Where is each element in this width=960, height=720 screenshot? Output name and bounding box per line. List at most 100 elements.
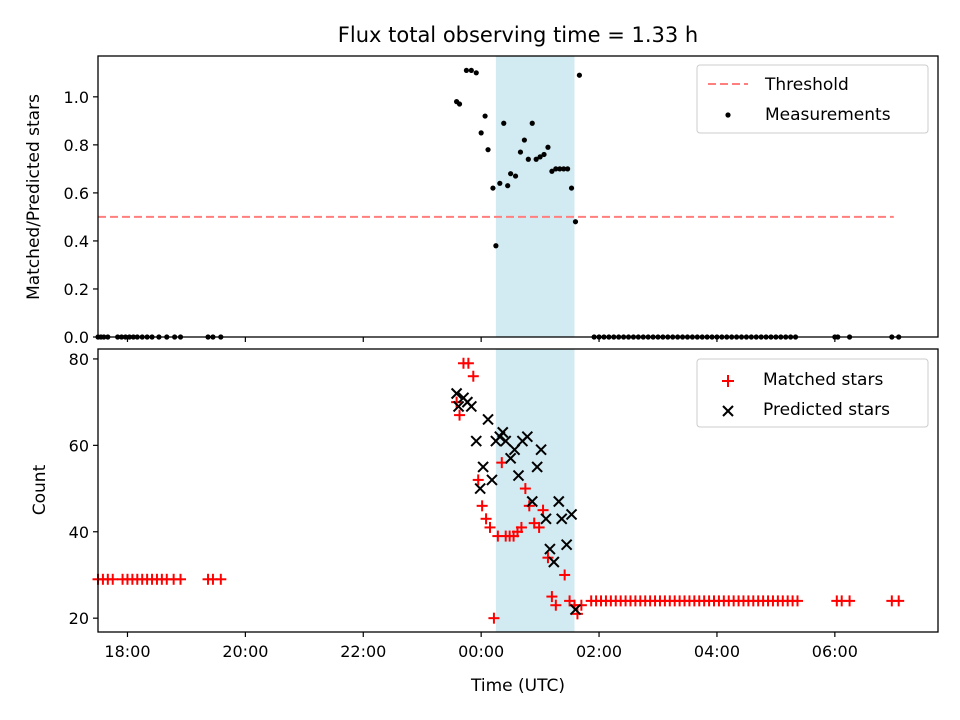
x-axis-label: Time (UTC) [470, 676, 565, 696]
bottom-y-tick-label: 20 [69, 609, 89, 628]
matched-star-point [550, 599, 562, 611]
matched-star-point [533, 521, 545, 533]
predicted-star-point [544, 543, 556, 555]
legend-measurements-label: Measurements [765, 105, 891, 125]
matched-star-point [519, 483, 531, 495]
measurement-point [537, 154, 543, 160]
top-y-tick-label: 0.2 [64, 280, 89, 299]
measurement-point [525, 156, 531, 162]
matched-star-point [107, 573, 119, 585]
measurement-point [557, 166, 563, 172]
measurement-point [561, 166, 567, 172]
bottom-observing-span [495, 349, 575, 632]
matched-star-point [893, 595, 905, 607]
predicted-star-point [560, 539, 573, 551]
matched-star-point [559, 569, 571, 581]
bottom-x-ticks: 18:00 20:00 22:00 00:00 02:00 04:00 06:00 [104, 632, 858, 661]
measurement-point [545, 144, 551, 150]
predicted-star-point [504, 452, 517, 465]
top-legend: Threshold Measurements [696, 64, 929, 134]
measurement-point [576, 72, 583, 78]
predicted-star-point [512, 469, 525, 482]
top-panel: 0.0 0.2 0.4 0.6 0.8 1.0 Matched/Predicted sta… [24, 55, 939, 347]
matched-star-point [792, 595, 804, 607]
measurement-point [473, 70, 479, 76]
predicted-star-point [531, 461, 543, 473]
measurement-point [490, 185, 496, 191]
measurement-point [517, 149, 524, 155]
matched-star-point [476, 500, 488, 512]
predicted-star-point [553, 495, 565, 508]
bottom-legend-box [696, 358, 929, 428]
matched-star-point [488, 612, 500, 624]
x-tick-label: 02:00 [576, 642, 622, 661]
predicted-star-point [474, 482, 486, 495]
bottom-panel: 20 40 60 80 18:00 20:00 22:00 00:00 02:00 04:00 0… [30, 348, 939, 696]
predicted-star-point [450, 387, 463, 400]
legend-threshold-label: Threshold [764, 75, 849, 95]
top-y-tick-label: 0.4 [64, 232, 89, 251]
measurement-point [463, 67, 470, 74]
top-x-ticks [126, 337, 836, 342]
measurement-point [485, 147, 491, 153]
predicted-star-point [470, 435, 482, 447]
measurement-point [497, 180, 503, 186]
top-y-axis-label: Matched/Predicted stars [24, 94, 44, 300]
x-tick-label: 22:00 [340, 642, 386, 661]
predicted-star-point [465, 400, 478, 413]
matched-star-point [472, 474, 484, 486]
matched-star-point [844, 595, 856, 607]
predicted-star-point [521, 431, 534, 443]
predicted-star-point [569, 603, 582, 616]
matched-star-point [575, 599, 587, 611]
bottom-axes-frame [97, 348, 939, 633]
measurement-point [549, 168, 555, 174]
top-y-tick-label: 0.0 [64, 328, 89, 347]
predicted-star-point [526, 495, 538, 508]
legend-predicted-label: Predicted stars [763, 400, 890, 420]
predicted-star-point [535, 443, 547, 456]
x-tick-label: 18:00 [104, 642, 150, 661]
legend-matched-label: Matched stars [763, 370, 883, 390]
x-tick-label: 04:00 [694, 642, 740, 661]
measurement-point [468, 67, 474, 74]
bottom-y-axis-label: Count [30, 464, 50, 515]
predicted-star-point [452, 400, 465, 413]
measurement-point [501, 120, 507, 126]
matched-star-point [462, 357, 474, 369]
measurement-point [568, 185, 575, 191]
legend-measurements-swatch [725, 112, 731, 118]
measurement-point [533, 156, 539, 162]
matched-star-point [546, 591, 558, 603]
top-y-tick-label: 1.0 [64, 88, 89, 107]
matched-star-point [454, 409, 466, 421]
x-tick-label: 06:00 [812, 642, 858, 661]
x-tick-label: 00:00 [458, 642, 504, 661]
chart-title: Flux total observing time = 1.33 h [338, 23, 698, 47]
predicted-star-point [556, 513, 568, 525]
measurement-point [565, 166, 571, 172]
matched-star-point [537, 504, 549, 516]
measurement-point [478, 130, 484, 136]
count-points [92, 357, 905, 624]
matched-star-point [480, 513, 492, 525]
matched-star-point [215, 573, 227, 585]
measurement-point [508, 171, 514, 177]
matched-star-point [484, 521, 496, 533]
matched-star-point [467, 370, 479, 382]
matched-star-point [515, 521, 527, 533]
predicted-star-point [486, 474, 498, 486]
bottom-y-ticks: 20 40 60 80 [69, 350, 98, 628]
measurement-point [493, 243, 499, 249]
measurement-point [553, 166, 559, 172]
x-tick-label: 20:00 [222, 642, 268, 661]
top-legend-box [696, 64, 929, 134]
measurement-point [521, 137, 527, 143]
top-axes-frame [97, 55, 939, 338]
top-y-ticks: 0.0 0.2 0.4 0.6 0.8 1.0 [64, 88, 98, 347]
legend-matched-swatch [722, 375, 734, 387]
predicted-star-point [565, 508, 578, 521]
legend-predicted-swatch [722, 405, 734, 417]
bottom-y-tick-label: 80 [69, 350, 89, 369]
matched-star-point [175, 573, 187, 585]
